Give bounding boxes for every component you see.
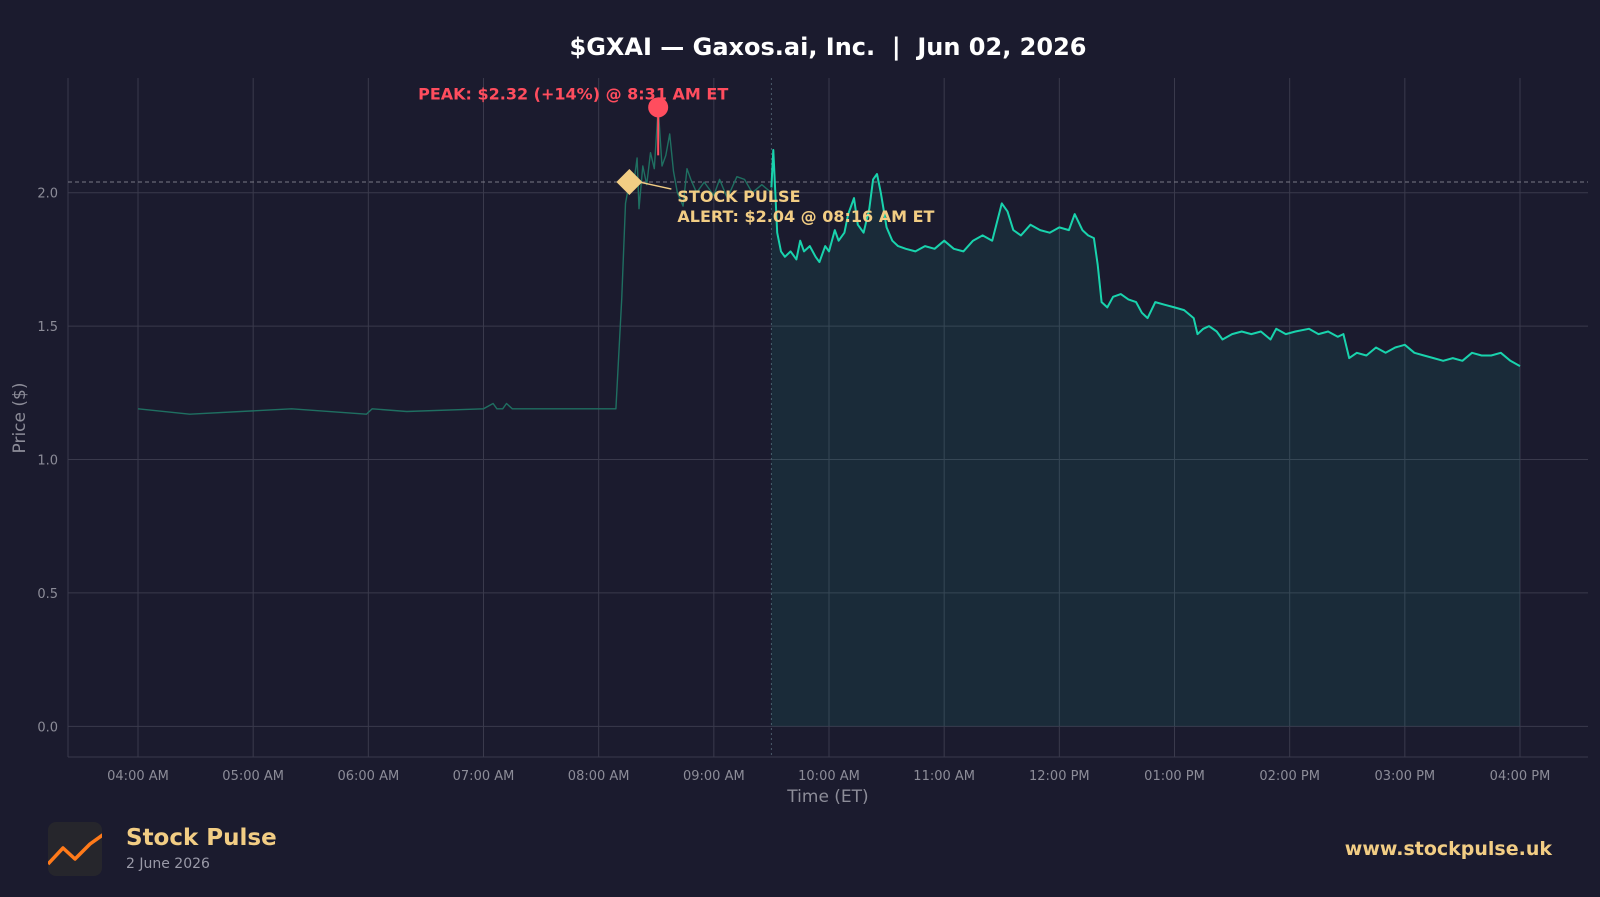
alert-pointer — [639, 181, 672, 190]
annotations: PEAK: $2.32 (+14%) @ 8:31 AM ET STOCK PUL… — [418, 84, 934, 226]
x-axis-label: Time (ET) — [786, 787, 868, 807]
x-tick-label: 12:00 PM — [1029, 769, 1090, 784]
trend-line-icon — [48, 833, 102, 866]
peak-marker — [648, 97, 669, 118]
chart-title: $GXAI — Gaxos.ai, Inc. | Jun 02, 2026 — [570, 33, 1087, 61]
price-lines — [137, 106, 1521, 415]
alert-label: STOCK PULSE ALERT: $2.04 @ 08:16 AM ET — [677, 187, 934, 226]
x-tick-label: 05:00 AM — [222, 769, 284, 784]
x-tick-label: 02:00 PM — [1259, 769, 1320, 784]
x-tick-label: 11:00 AM — [913, 769, 975, 784]
y-tick-label: 0.5 — [37, 587, 58, 602]
y-axis-label: Price ($) — [10, 383, 30, 454]
x-tick-label: 04:00 AM — [107, 769, 169, 784]
regular-price-line — [770, 149, 1521, 367]
site-url[interactable]: www.stockpulse.uk — [1344, 838, 1552, 860]
x-tick-label: 08:00 AM — [568, 769, 630, 784]
y-tick-label: 0.0 — [37, 720, 58, 735]
x-tick-label: 04:00 PM — [1490, 769, 1551, 784]
footer-brand: Stock Pulse 2 June 2026 — [48, 822, 277, 876]
stock-pulse-logo — [48, 822, 102, 876]
x-tick-label: 10:00 AM — [798, 769, 860, 784]
x-tick-label: 09:00 AM — [683, 769, 745, 784]
x-tick-label: 03:00 PM — [1375, 769, 1436, 784]
x-tick-label: 07:00 AM — [453, 769, 515, 784]
y-tick-label: 1.5 — [37, 320, 58, 335]
regular-session-fill — [771, 150, 1520, 727]
pre-market-price-line — [137, 106, 772, 415]
grid-lines — [67, 78, 1588, 758]
peak-label: PEAK: $2.32 (+14%) @ 8:31 AM ET — [418, 84, 728, 103]
regular-session-area — [771, 150, 1520, 727]
brand-name: Stock Pulse — [126, 825, 277, 851]
y-tick-label: 1.0 — [37, 454, 58, 469]
alert-label-line: STOCK PULSE — [677, 187, 800, 206]
y-tick-label: 2.0 — [37, 187, 58, 202]
alert-label-line: ALERT: $2.04 @ 08:16 AM ET — [677, 207, 934, 226]
x-tick-label: 06:00 AM — [337, 769, 399, 784]
brand-date: 2 June 2026 — [126, 856, 210, 872]
axis-ticks: 0.0 0.5 1.0 1.5 2.0 04:00 AM 05:00 AM 06:00 AM 0… — [37, 187, 1550, 784]
alert-marker — [616, 169, 643, 196]
x-tick-label: 01:00 PM — [1144, 769, 1205, 784]
